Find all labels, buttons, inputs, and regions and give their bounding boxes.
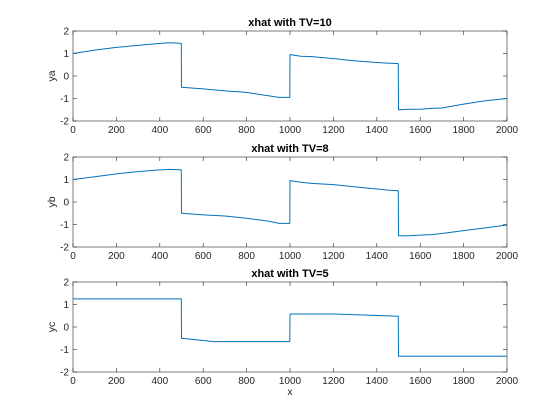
y-axis-label-1: ya	[46, 70, 58, 81]
x-tick-label: 0	[70, 125, 76, 136]
x-tick-label: 1800	[452, 125, 475, 136]
y-axis-label-2: yb	[46, 196, 58, 207]
x-tick-label: 1200	[322, 125, 345, 136]
y-tick-label: 2	[63, 153, 69, 164]
x-tick-label: 600	[195, 251, 212, 262]
x-tick-label: 0	[70, 251, 76, 262]
y-tick-label: 0	[63, 198, 69, 209]
x-tick-label: 1400	[366, 125, 389, 136]
x-tick-label: 1800	[452, 251, 475, 262]
y-tick-label: 0	[63, 72, 69, 83]
x-tick-label: 1600	[409, 376, 432, 387]
x-tick-label: 1400	[366, 251, 389, 262]
y-tick-label: 1	[63, 175, 69, 186]
chart-title-3: xhat with TV=5	[251, 268, 328, 280]
x-tick-label: 200	[108, 251, 125, 262]
y-tick-label: 2	[63, 278, 69, 289]
subplot-2: 0 200 400 600 800 1000 1200 1400 1600 1800 2000 -2 -…	[46, 143, 519, 262]
x-tick-label: 200	[108, 376, 125, 387]
x-tick-label: 1800	[452, 376, 475, 387]
x-tick-label: 600	[195, 125, 212, 136]
x-tick-label: 400	[151, 125, 168, 136]
subplot-1: 0 200 400 600 800 1000 1200 1400 1600 1800 2000 -2 -…	[46, 17, 519, 136]
x-tick-label: 800	[238, 251, 255, 262]
chart-title-2: xhat with TV=8	[251, 143, 328, 155]
x-tick-label: 800	[238, 376, 255, 387]
x-tick-label: 2000	[496, 376, 519, 387]
y-axis-label-3: yc	[46, 322, 58, 333]
x-tick-label: 1000	[279, 376, 302, 387]
y-tick-label: -2	[60, 243, 69, 254]
x-tick-label: 800	[238, 125, 255, 136]
x-tick-label: 1000	[279, 125, 302, 136]
y-tick-label: -2	[60, 117, 69, 128]
y-tick-label: 0	[63, 323, 69, 334]
series-line-3-1	[73, 298, 507, 357]
x-axis-label-3: x	[287, 386, 293, 398]
y-tick-label: 1	[63, 49, 69, 60]
x-tick-label: 1600	[409, 125, 432, 136]
x-tick-label: 1600	[409, 251, 432, 262]
series-line-1-1	[72, 42, 508, 111]
x-tick-label: 400	[151, 251, 168, 262]
y-tick-label: 2	[63, 27, 69, 38]
series-line-2-1	[72, 168, 508, 237]
y-tick-label: -2	[60, 368, 69, 379]
y-tick-label: -1	[60, 345, 69, 356]
x-tick-label: 1200	[322, 251, 345, 262]
y-tick-label: -1	[60, 220, 69, 231]
y-tick-label: 1	[63, 300, 69, 311]
y-tick-label: -1	[60, 94, 69, 105]
x-tick-label: 1200	[322, 376, 345, 387]
subplot-3: 0 200 400 600 800 1000 1200 1400 1600 1800 2000 -2 -…	[46, 268, 519, 398]
x-tick-label: 0	[70, 376, 76, 387]
x-tick-label: 1400	[366, 376, 389, 387]
chart-title-1: xhat with TV=10	[248, 17, 331, 29]
x-tick-label: 400	[151, 376, 168, 387]
x-tick-label: 2000	[496, 251, 519, 262]
x-tick-label: 2000	[496, 125, 519, 136]
x-tick-label: 200	[108, 125, 125, 136]
x-tick-label: 600	[195, 376, 212, 387]
x-tick-label: 1000	[279, 251, 302, 262]
